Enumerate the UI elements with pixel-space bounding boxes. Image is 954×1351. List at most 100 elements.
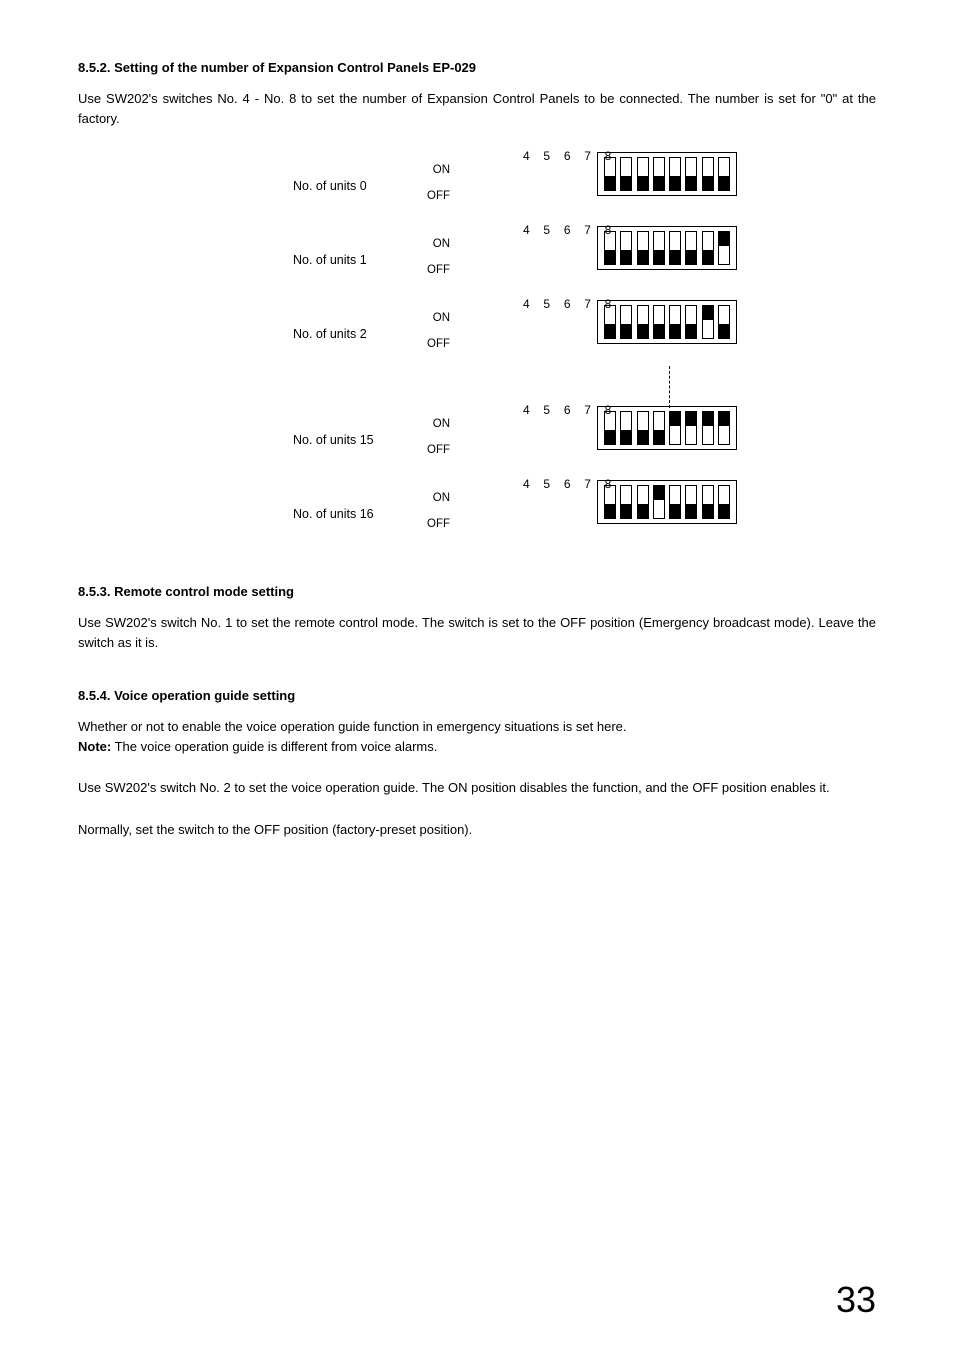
dip-row: No. of units 2ONOFF4 5 6 7 8 xyxy=(78,300,876,344)
off-label: OFF xyxy=(420,445,450,457)
dip-slot xyxy=(685,231,697,265)
dip-slot xyxy=(718,411,730,445)
switch-number-header: 4 5 6 7 8 xyxy=(523,223,617,237)
dip-slot xyxy=(702,231,714,265)
unit-label: No. of units 2 xyxy=(293,327,403,341)
switch-number-header: 4 5 6 7 8 xyxy=(523,149,617,163)
para-852: Use SW202's switches No. 4 - No. 8 to se… xyxy=(78,89,876,128)
dip-switch-box xyxy=(597,300,737,344)
dip-thumb xyxy=(719,232,729,246)
dip-slot xyxy=(718,485,730,519)
unit-label: No. of units 1 xyxy=(293,253,403,267)
dip-slot xyxy=(718,305,730,339)
dip-thumb xyxy=(654,176,664,190)
note-text: The voice operation guide is different f… xyxy=(111,739,437,754)
dip-slot xyxy=(653,231,665,265)
dip-thumb xyxy=(719,504,729,518)
dip-thumb xyxy=(638,504,648,518)
off-label: OFF xyxy=(420,191,450,203)
on-label: ON xyxy=(420,239,450,251)
dip-slot xyxy=(685,305,697,339)
dip-switch-box xyxy=(597,152,737,196)
dip-thumb xyxy=(654,486,664,500)
dip-switch-box xyxy=(597,226,737,270)
dip-slot xyxy=(653,411,665,445)
dip-thumb xyxy=(686,504,696,518)
unit-label: No. of units 16 xyxy=(293,507,403,521)
off-label: OFF xyxy=(420,265,450,277)
dip-switch-box xyxy=(597,480,737,524)
dip-thumb xyxy=(686,250,696,264)
dip-slot xyxy=(669,305,681,339)
dip-slot xyxy=(604,305,616,339)
heading-854: 8.5.4. Voice operation guide setting xyxy=(78,688,876,703)
on-label: ON xyxy=(420,165,450,177)
dip-slot xyxy=(637,305,649,339)
dip-slot xyxy=(669,485,681,519)
unit-label: No. of units 15 xyxy=(293,433,403,447)
page-number: 33 xyxy=(836,1279,876,1321)
dip-row: No. of units 1ONOFF4 5 6 7 8 xyxy=(78,226,876,270)
dip-thumb xyxy=(638,250,648,264)
on-label: ON xyxy=(420,313,450,325)
dip-diagram-section: No. of units 0 ON OFF 4 5 6 7 8 No. of units… xyxy=(78,152,876,524)
dip-slot xyxy=(620,485,632,519)
dip-slot xyxy=(653,305,665,339)
off-label: OFF xyxy=(420,519,450,531)
dip-thumb xyxy=(621,250,631,264)
dip-thumb xyxy=(670,176,680,190)
dip-slot xyxy=(702,305,714,339)
dip-slot xyxy=(620,411,632,445)
dotted-line-icon xyxy=(669,366,670,408)
note-label: Note: xyxy=(78,739,111,754)
dip-thumb xyxy=(703,176,713,190)
unit-label: No. of units 0 xyxy=(293,179,403,193)
dip-thumb xyxy=(605,176,615,190)
dip-slot xyxy=(718,231,730,265)
dip-thumb xyxy=(654,324,664,338)
dip-thumb xyxy=(686,176,696,190)
dip-thumb xyxy=(621,504,631,518)
dip-thumb xyxy=(638,430,648,444)
para-854-1: Whether or not to enable the voice opera… xyxy=(78,717,876,756)
switch-number-header: 4 5 6 7 8 xyxy=(523,297,617,311)
dip-slot xyxy=(685,157,697,191)
dip-thumb xyxy=(638,324,648,338)
dip-slot xyxy=(702,411,714,445)
dip-thumb xyxy=(654,430,664,444)
off-label: OFF xyxy=(420,339,450,351)
dip-slot xyxy=(669,231,681,265)
dip-slot xyxy=(637,157,649,191)
dip-thumb xyxy=(638,176,648,190)
dip-thumb xyxy=(686,324,696,338)
dip-thumb xyxy=(670,504,680,518)
para-854-3: Normally, set the switch to the OFF posi… xyxy=(78,820,876,840)
on-label: ON xyxy=(420,419,450,431)
dip-slot xyxy=(604,231,616,265)
dip-slot xyxy=(702,157,714,191)
dip-slot xyxy=(604,411,616,445)
dip-thumb xyxy=(686,412,696,426)
dip-thumb xyxy=(621,430,631,444)
para-853: Use SW202's switch No. 1 to set the remo… xyxy=(78,613,876,652)
dip-row: No. of units 0ONOFF4 5 6 7 8 xyxy=(78,152,876,196)
page-container: 8.5.2. Setting of the number of Expansio… xyxy=(0,0,954,1351)
dip-slot xyxy=(669,157,681,191)
dip-slot xyxy=(653,485,665,519)
dip-slot xyxy=(718,157,730,191)
dip-thumb xyxy=(703,504,713,518)
dip-slot xyxy=(685,411,697,445)
dip-slot xyxy=(620,231,632,265)
dip-slot xyxy=(653,157,665,191)
dip-slot xyxy=(669,411,681,445)
dip-row: No. of units 15ONOFF4 5 6 7 8 xyxy=(78,406,876,450)
dip-thumb xyxy=(621,324,631,338)
continuation-dots xyxy=(78,374,876,406)
on-label: ON xyxy=(420,493,450,505)
dip-slot xyxy=(620,157,632,191)
switch-number-header: 4 5 6 7 8 xyxy=(523,477,617,491)
dip-slot xyxy=(637,485,649,519)
dip-thumb xyxy=(670,412,680,426)
dip-slot xyxy=(702,485,714,519)
dip-thumb xyxy=(654,250,664,264)
